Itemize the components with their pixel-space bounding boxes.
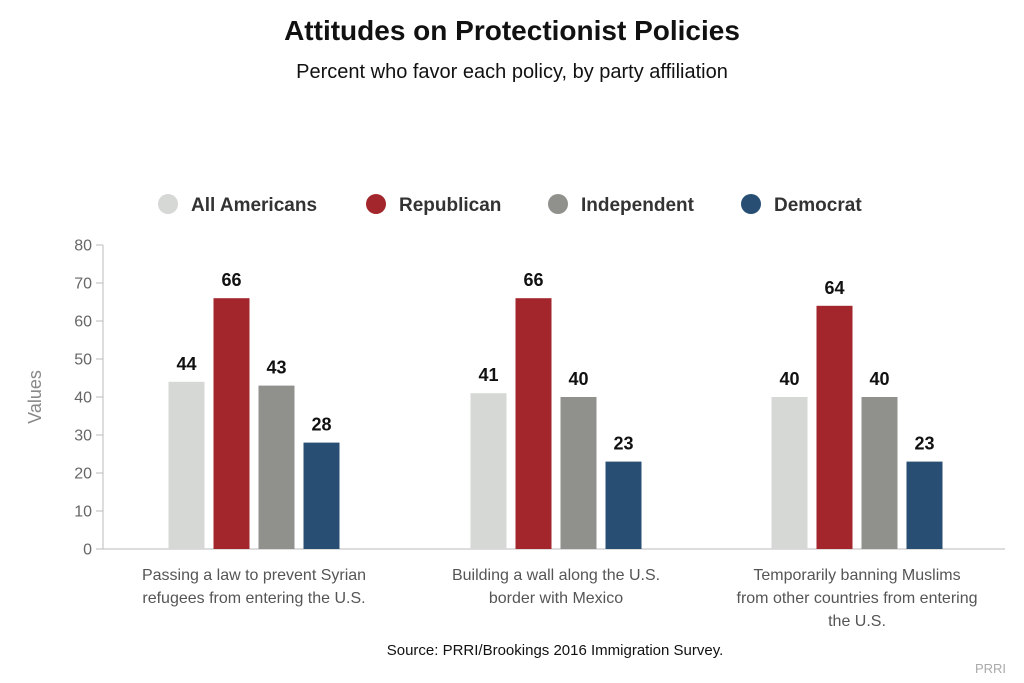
y-tick-label: 80 bbox=[74, 238, 92, 255]
data-label: 23 bbox=[914, 434, 934, 454]
data-label: 66 bbox=[523, 270, 543, 290]
bar bbox=[861, 397, 898, 549]
data-label: 23 bbox=[613, 434, 633, 454]
source-note: Source: PRRI/Brookings 2016 Immigration … bbox=[387, 642, 724, 659]
legend-label: Democrat bbox=[774, 195, 862, 216]
legend-marker bbox=[741, 194, 761, 214]
category-label: the U.S. bbox=[828, 613, 886, 630]
y-tick-label: 30 bbox=[74, 428, 92, 445]
chart-title: Attitudes on Protectionist Policies bbox=[284, 15, 740, 46]
y-tick-label: 40 bbox=[74, 390, 92, 407]
data-label: 66 bbox=[221, 270, 241, 290]
legend-label: Republican bbox=[399, 195, 501, 216]
category-label: from other countries from entering bbox=[737, 590, 978, 607]
y-tick-label: 20 bbox=[74, 466, 92, 483]
bar bbox=[168, 381, 205, 549]
data-label: 43 bbox=[266, 358, 286, 378]
y-axis: 0 10 20 30 40 50 60 70 80 bbox=[74, 238, 1005, 559]
category-label: Building a wall along the U.S. bbox=[452, 567, 660, 584]
data-label: 64 bbox=[824, 278, 844, 298]
legend-marker bbox=[366, 194, 386, 214]
chart-subtitle: Percent who favor each policy, by party … bbox=[296, 61, 728, 83]
data-label: 41 bbox=[478, 365, 498, 385]
y-tick-label: 70 bbox=[74, 276, 92, 293]
y-tick-label: 10 bbox=[74, 504, 92, 521]
data-label: 40 bbox=[869, 369, 889, 389]
legend-label: All Americans bbox=[191, 195, 317, 216]
bar bbox=[605, 461, 642, 549]
bar bbox=[515, 298, 552, 549]
y-tick-label: 0 bbox=[83, 542, 92, 559]
data-label: 40 bbox=[779, 369, 799, 389]
bars: 44 41 40 66 66 64 43 40 40 28 23 23 bbox=[168, 270, 943, 549]
legend-marker bbox=[158, 194, 178, 214]
legend-label: Independent bbox=[581, 195, 695, 216]
bar bbox=[213, 298, 250, 549]
data-label: 40 bbox=[568, 369, 588, 389]
data-label: 44 bbox=[176, 354, 196, 374]
legend: All Americans Republican Independent Democr… bbox=[158, 194, 862, 216]
category-label: border with Mexico bbox=[489, 590, 623, 607]
category-label: refugees from entering the U.S. bbox=[142, 590, 365, 607]
category-labels: Passing a law to prevent Syrian refugees … bbox=[142, 567, 978, 630]
category-label: Temporarily banning Muslims bbox=[753, 567, 960, 584]
category-label: Passing a law to prevent Syrian bbox=[142, 567, 366, 584]
bar bbox=[258, 385, 295, 549]
y-tick-label: 50 bbox=[74, 352, 92, 369]
bar bbox=[816, 305, 853, 549]
data-label: 28 bbox=[311, 415, 331, 435]
y-axis-label: Values bbox=[25, 370, 45, 424]
y-tick-label: 60 bbox=[74, 314, 92, 331]
bar bbox=[771, 397, 808, 549]
bar bbox=[470, 393, 507, 549]
bar bbox=[906, 461, 943, 549]
legend-marker bbox=[548, 194, 568, 214]
bar bbox=[303, 442, 340, 549]
bar bbox=[560, 397, 597, 549]
credit-text: PRRI bbox=[975, 661, 1006, 676]
